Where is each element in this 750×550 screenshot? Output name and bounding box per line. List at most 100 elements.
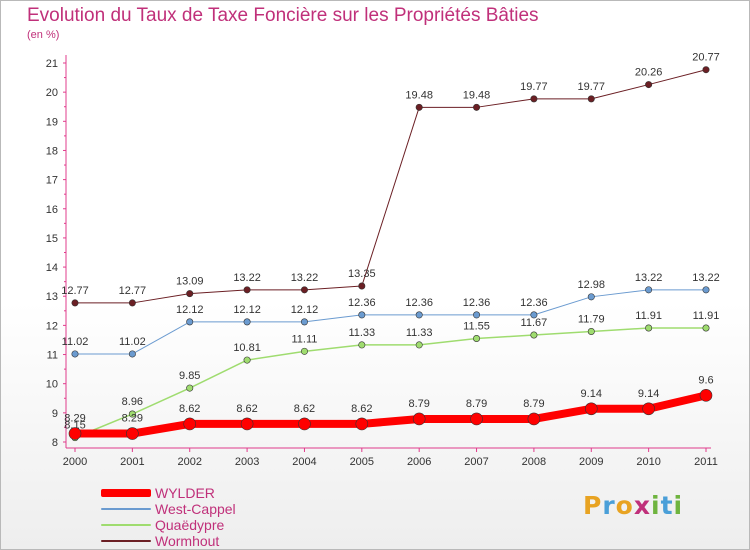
data-label: 8.62 xyxy=(351,403,372,415)
legend-swatch xyxy=(101,540,151,542)
data-label: 8.62 xyxy=(236,403,257,415)
data-point xyxy=(71,350,79,358)
x-tick-label: 2005 xyxy=(350,456,374,468)
data-point xyxy=(587,95,595,103)
data-label: 13.22 xyxy=(291,272,319,284)
logo-letter: o xyxy=(615,491,634,520)
data-point xyxy=(358,311,366,319)
data-label: 19.48 xyxy=(405,89,433,101)
legend-label: West-Cappel xyxy=(155,501,236,517)
data-label: 19.77 xyxy=(520,81,548,93)
data-point xyxy=(702,324,710,332)
data-point xyxy=(702,66,710,74)
data-label: 8.79 xyxy=(523,398,544,410)
data-point xyxy=(415,341,423,349)
series-wormhout: 12.77 12.77 13.09 13.22 13.22 13.35 19.48 19.48… xyxy=(61,52,720,307)
logo-letter: t xyxy=(660,491,674,520)
data-label: 11.67 xyxy=(521,317,548,329)
series-line xyxy=(74,327,707,439)
data-point xyxy=(415,103,423,111)
data-point xyxy=(415,311,423,319)
data-label: 12.98 xyxy=(578,279,606,291)
data-point xyxy=(358,282,366,290)
data-point xyxy=(587,328,595,336)
x-tick-label: 2011 xyxy=(694,456,718,468)
data-label: 11.55 xyxy=(463,321,490,333)
data-label: 13.22 xyxy=(233,272,261,284)
data-label: 8.96 xyxy=(122,396,143,408)
data-label: 9.85 xyxy=(179,370,200,382)
data-label: 12.77 xyxy=(61,285,89,297)
y-tick-label: 16 xyxy=(46,204,58,216)
y-tick-label: 14 xyxy=(46,262,58,274)
x-tick-label: 2007 xyxy=(464,456,488,468)
data-label: 11.91 xyxy=(635,310,662,322)
data-label: 9.14 xyxy=(638,388,659,400)
data-point xyxy=(530,311,538,319)
logo-letter: i xyxy=(651,491,661,520)
data-point xyxy=(473,335,481,343)
data-label: 11.02 xyxy=(62,336,89,348)
data-point xyxy=(530,95,538,103)
data-label: 13.09 xyxy=(176,276,204,288)
data-label: 20.77 xyxy=(692,52,720,64)
logo-letter: P xyxy=(583,491,603,520)
data-label: 8.15 xyxy=(64,420,85,432)
proxiti-logo[interactable]: Proxiti xyxy=(583,491,683,520)
legend-swatch xyxy=(101,508,151,510)
data-point xyxy=(300,347,308,355)
legend-label: Wormhout xyxy=(155,533,220,549)
data-point xyxy=(186,290,194,298)
data-label: 12.36 xyxy=(463,297,491,309)
data-label: 13.22 xyxy=(692,272,720,284)
data-point xyxy=(186,318,194,326)
legend-label: WYLDER xyxy=(155,485,215,501)
data-point xyxy=(300,318,308,326)
x-tick-label: 2004 xyxy=(292,456,316,468)
chart-unit-label: (en %) xyxy=(27,29,60,41)
data-label: 12.36 xyxy=(348,297,376,309)
data-label: 11.33 xyxy=(348,327,375,339)
data-point xyxy=(128,350,136,358)
y-tick-label: 11 xyxy=(47,350,58,362)
data-label: 8.79 xyxy=(408,398,429,410)
y-tick-label: 21 xyxy=(46,58,58,70)
y-tick-label: 20 xyxy=(46,87,58,99)
series-line xyxy=(71,391,710,438)
data-point xyxy=(473,311,481,319)
data-label: 12.12 xyxy=(233,304,261,316)
data-point xyxy=(645,324,653,332)
series-qua-dypre: 8.15 8.96 9.85 10.81 11.11 11.33 11.33 11.55 11.… xyxy=(64,310,720,442)
data-point xyxy=(412,412,426,426)
data-label: 11.91 xyxy=(693,310,720,322)
data-point xyxy=(300,286,308,294)
data-label: 19.77 xyxy=(578,81,606,93)
axes: 8 9 10 11 12 13 14 15 16 17 18 19 20 21 2000 2001 2002 20… xyxy=(46,55,718,468)
x-tick-label: 2009 xyxy=(579,456,603,468)
x-tick-label: 2006 xyxy=(407,456,431,468)
y-tick-label: 18 xyxy=(46,145,58,157)
data-point xyxy=(473,103,481,111)
data-label: 19.48 xyxy=(463,89,491,101)
series-wylder: 8.29 8.29 8.62 8.62 8.62 8.62 8.79 8.79 8.79 9.14… xyxy=(64,374,714,440)
data-point xyxy=(584,402,598,416)
y-tick-label: 15 xyxy=(46,233,58,245)
data-label: 11.79 xyxy=(578,314,605,326)
data-label: 8.29 xyxy=(122,413,143,425)
data-label: 8.29 xyxy=(64,413,85,425)
y-tick-label: 12 xyxy=(46,320,58,332)
data-point xyxy=(645,81,653,89)
data-label: 12.12 xyxy=(291,304,319,316)
data-label: 20.26 xyxy=(635,67,663,79)
logo-letter: i xyxy=(673,491,684,520)
logo-letter: x xyxy=(633,491,651,520)
legend-swatch xyxy=(101,524,151,526)
data-label: 11.33 xyxy=(406,327,433,339)
x-tick-label: 2008 xyxy=(522,456,546,468)
legend-swatch xyxy=(101,489,151,497)
data-point xyxy=(527,412,541,426)
data-point xyxy=(702,286,710,294)
chart-title: Evolution du Taux de Taxe Foncière sur l… xyxy=(27,5,539,26)
